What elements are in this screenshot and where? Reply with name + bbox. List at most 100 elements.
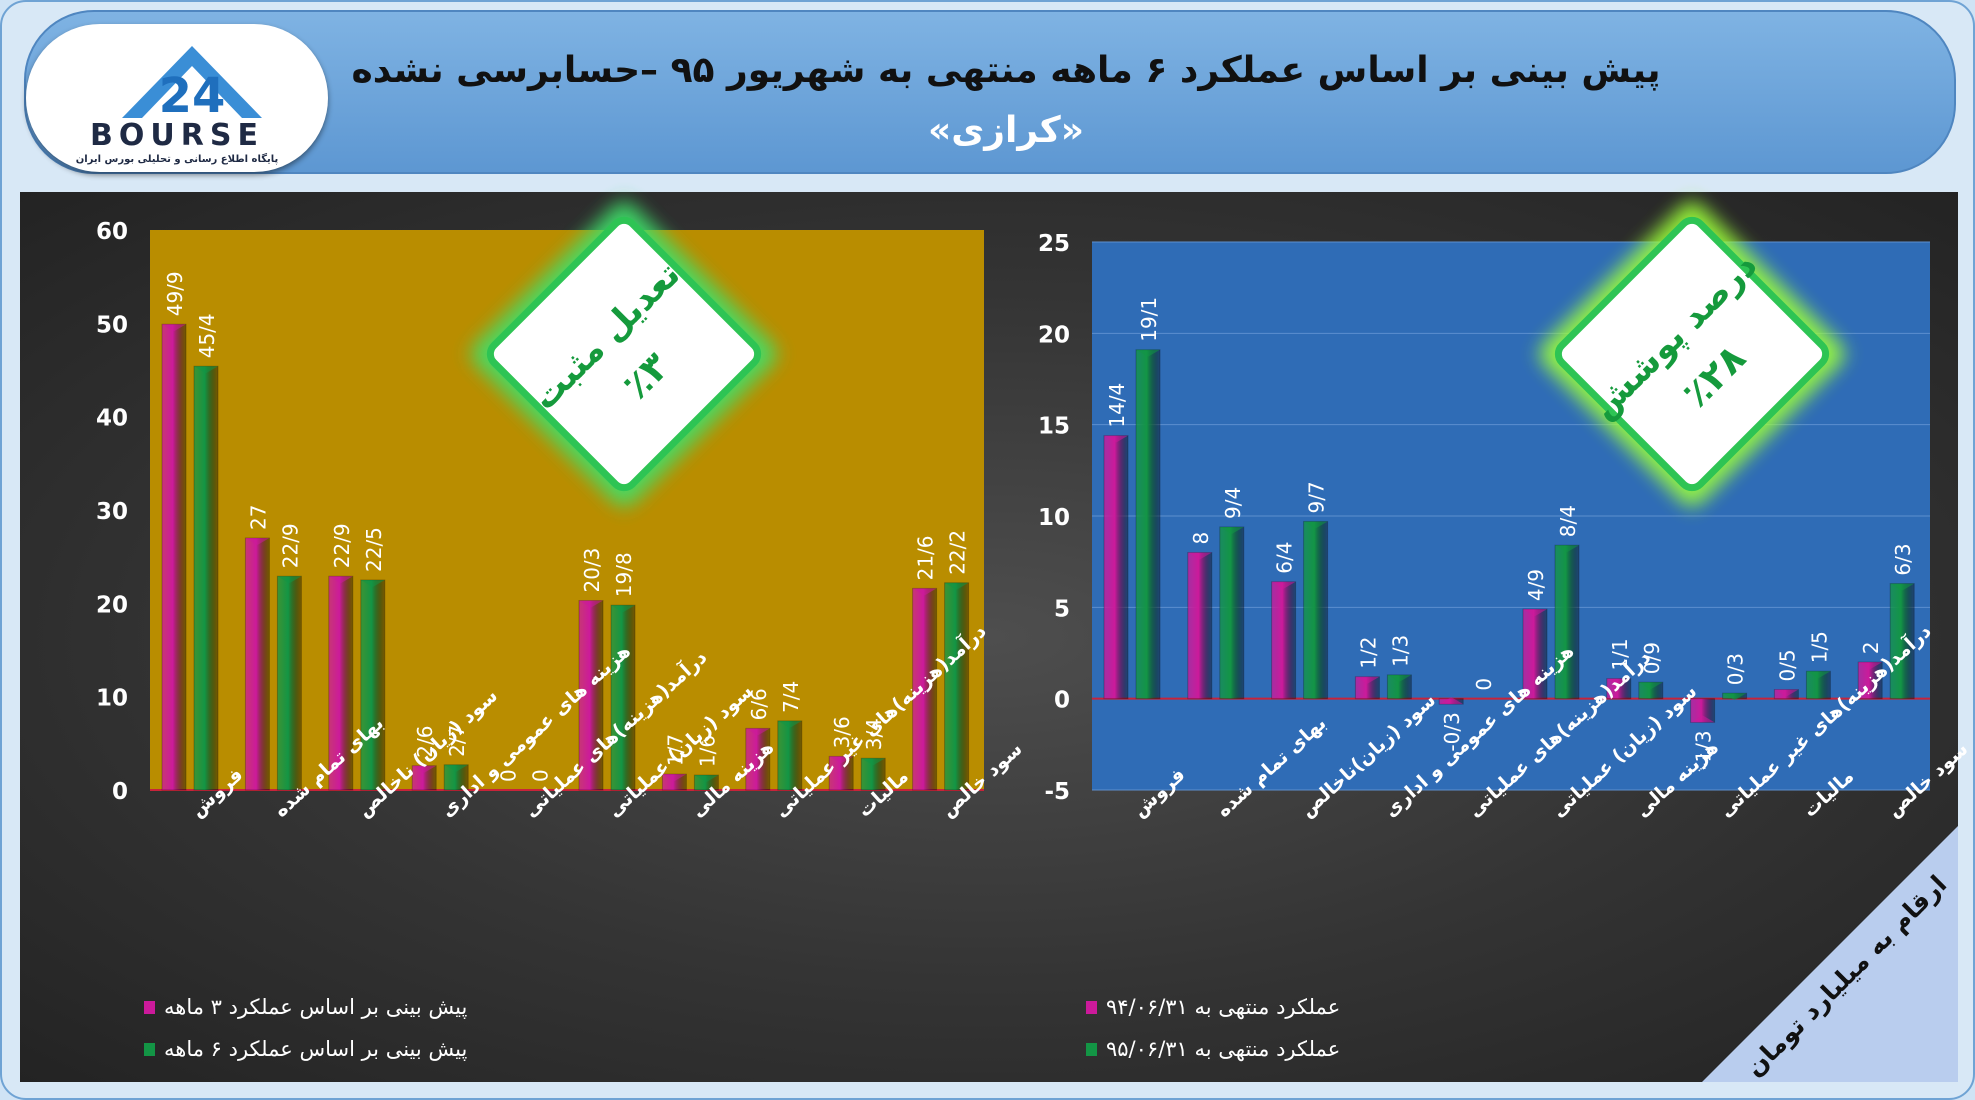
legend-swatch — [1086, 1001, 1097, 1014]
bar-cap — [1355, 676, 1380, 684]
bar-cap — [694, 775, 719, 783]
logo-text: BOURSE — [90, 118, 264, 153]
data-label: 20/3 — [580, 548, 604, 593]
data-label: 0 — [529, 769, 553, 782]
bar-cap — [579, 600, 603, 608]
data-label: 0 — [1472, 678, 1496, 691]
bar-cap — [611, 605, 635, 613]
data-label: -0/3 — [1440, 712, 1464, 751]
data-label: 22/2 — [946, 530, 970, 575]
data-label: 3/4 — [862, 718, 886, 750]
y-tick-label: 10 — [96, 686, 128, 712]
bar-cap — [1387, 674, 1412, 682]
data-label: 19/1 — [1137, 297, 1161, 342]
company-name: «کرازی» — [928, 110, 1084, 151]
legend-swatch — [1086, 1043, 1097, 1056]
bar-cap — [1219, 526, 1244, 534]
bar-cap — [1187, 552, 1212, 560]
data-label: 1/3 — [1388, 635, 1412, 667]
bar-cap — [1136, 349, 1160, 357]
bar-1-2 — [1187, 552, 1213, 700]
page-title: پیش بینی بر اساس عملکرد ۶ ماهه منتهی به … — [351, 50, 1661, 91]
bar-cap — [162, 324, 186, 332]
bar-2-2 — [1219, 526, 1245, 700]
y-tick-label: 40 — [96, 406, 128, 432]
bar-cap — [1722, 693, 1747, 701]
bar-2-6 — [1554, 544, 1580, 700]
badge-2: درصد پوشش٪۲۸ — [1539, 201, 1845, 507]
data-label: 19/8 — [612, 552, 636, 597]
bar-cap — [829, 756, 854, 764]
data-label: 0/9 — [1640, 642, 1664, 674]
bar-cap — [1690, 715, 1715, 723]
y-tick-label: 10 — [1038, 505, 1070, 531]
bar-cap — [1774, 689, 1799, 697]
bar-cap — [662, 774, 687, 782]
bar-cap — [1271, 581, 1296, 589]
logo-number: 24 — [159, 68, 226, 124]
bar-cap — [412, 765, 437, 773]
bar-2-6 — [610, 604, 636, 791]
y-tick-label: 0 — [112, 779, 128, 805]
y-tick-label: 15 — [1038, 414, 1070, 440]
bar-cap — [444, 764, 469, 772]
legend-entry: عملکرد منتهی به ۹۵/۰۶/۳۱ — [1106, 1037, 1340, 1061]
bar-cap — [1303, 521, 1328, 529]
bar-cap — [861, 758, 886, 766]
y-tick-label: 30 — [96, 499, 128, 525]
bar-2-3 — [360, 579, 386, 791]
data-label: 8/4 — [1556, 505, 1580, 537]
bar-cap — [1523, 609, 1547, 617]
data-label: 22/9 — [278, 523, 302, 568]
data-label: 2/6 — [413, 726, 437, 758]
bar-cap — [912, 588, 937, 596]
bar-1-10 — [912, 587, 938, 791]
data-label: 1/2 — [1356, 637, 1380, 669]
data-label: 0/5 — [1775, 649, 1799, 681]
data-label: 45/4 — [195, 313, 219, 358]
bar-1-1 — [161, 323, 187, 791]
bar-cap — [328, 576, 353, 584]
bar-1-6 — [1522, 608, 1548, 700]
data-label: 6/4 — [1273, 542, 1297, 574]
bar-cap — [1638, 682, 1663, 690]
badge-1: تعدیل مثبت٪۳ — [471, 201, 777, 507]
data-label: 49/9 — [163, 271, 187, 316]
bar-cap — [1606, 678, 1631, 686]
y-tick-label: 50 — [96, 312, 128, 338]
data-label: 2/7 — [445, 725, 469, 757]
y-tick-label: 20 — [1038, 322, 1070, 348]
logo-subtitle: پایگاه اطلاع رسانی و تحلیلی بورس ایران — [75, 154, 279, 165]
data-label: -1/3 — [1692, 730, 1716, 769]
header-bar: پیش بینی بر اساس عملکرد ۶ ماهه منتهی به … — [24, 10, 1956, 174]
data-label: 0/3 — [1724, 653, 1748, 685]
badge-box — [486, 216, 762, 492]
data-label: 3/6 — [830, 716, 854, 748]
legend-swatch — [144, 1001, 155, 1014]
bar-2-3 — [1303, 520, 1329, 700]
legend-entry: عملکرد منتهی به ۹۴/۰۶/۳۱ — [1106, 995, 1340, 1019]
data-label: 22/9 — [330, 523, 354, 568]
legend-swatch — [144, 1043, 155, 1056]
badge-box — [1554, 216, 1830, 492]
bar-2-8 — [777, 720, 803, 791]
bar-cap — [1555, 545, 1579, 553]
logo: 24 BOURSE پایگاه اطلاع رسانی و تحلیلی بو… — [26, 24, 328, 172]
bar-1-8 — [745, 727, 771, 791]
data-label: 0 — [497, 769, 521, 782]
bar-1-2 — [244, 537, 270, 791]
y-tick-label: 0 — [1054, 688, 1070, 714]
bar-2-2 — [276, 575, 302, 791]
bar-1-6 — [578, 600, 604, 791]
data-label: 6/6 — [747, 688, 771, 720]
bar-cap — [1439, 697, 1464, 705]
data-label: 9/4 — [1221, 487, 1245, 519]
y-tick-label: 25 — [1038, 231, 1070, 257]
data-label: 14/4 — [1105, 383, 1129, 428]
bar-1-1 — [1103, 435, 1129, 700]
y-tick-label: 60 — [96, 219, 128, 245]
data-label: 21/6 — [914, 535, 938, 580]
bar-cap — [194, 366, 218, 374]
